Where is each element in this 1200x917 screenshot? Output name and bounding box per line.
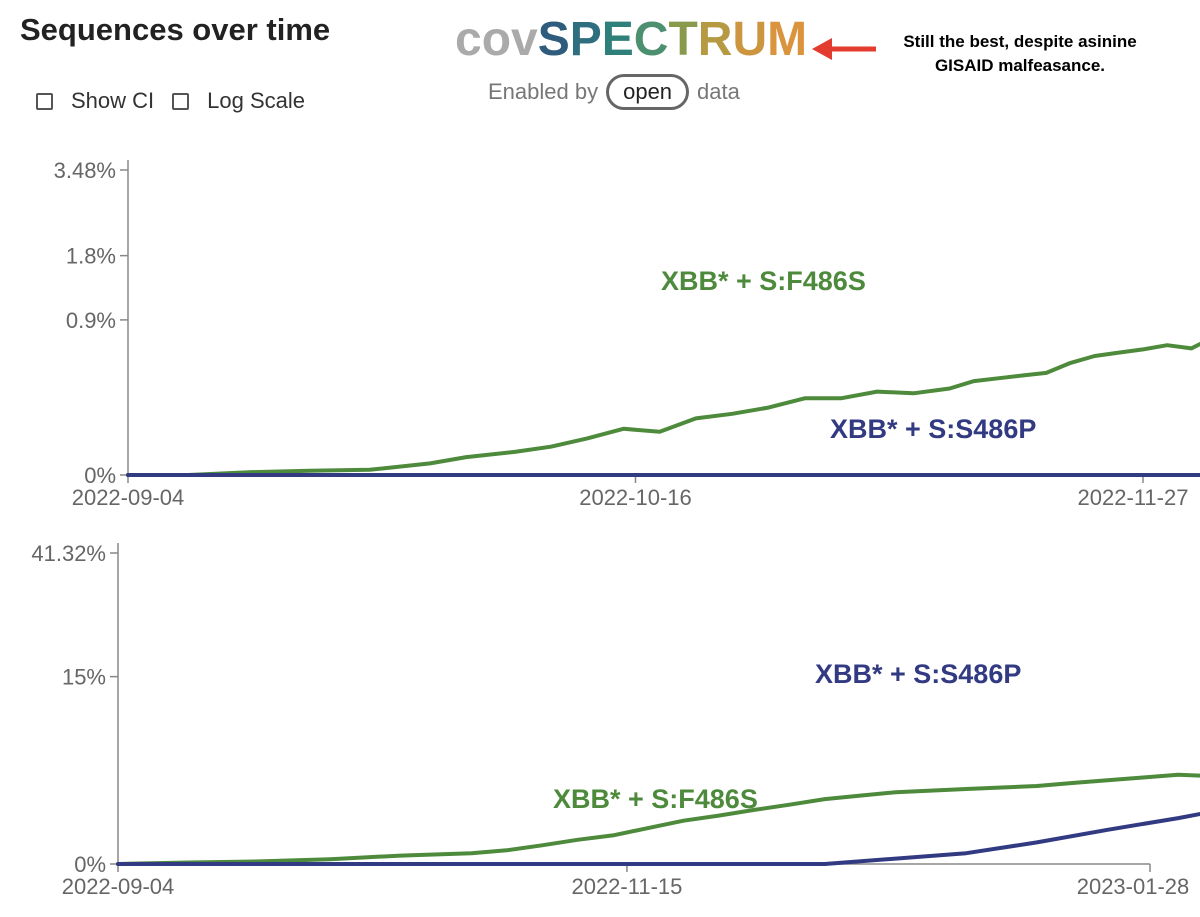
log-scale-checkbox[interactable]: Log Scale bbox=[172, 88, 305, 114]
red-arrow-icon bbox=[812, 38, 876, 60]
log-scale-label: Log Scale bbox=[207, 88, 306, 113]
y-tick-label: 15% bbox=[62, 665, 106, 690]
enabled-suffix: data bbox=[697, 79, 740, 104]
enabled-prefix: Enabled by bbox=[488, 79, 599, 104]
y-tick-label: 0% bbox=[74, 852, 106, 877]
logo-letter: M bbox=[767, 13, 808, 66]
annotation-line-1: Still the best, despite asinine bbox=[903, 32, 1137, 51]
series-line bbox=[126, 473, 1200, 477]
series-label: XBB* + S:S486P bbox=[830, 414, 1036, 444]
logo-letter: U bbox=[732, 13, 768, 66]
covspectrum-logo: covSPECTRUM bbox=[455, 14, 807, 66]
x-tick-label: 2022-11-15 bbox=[571, 874, 682, 899]
logo-letter: c bbox=[455, 13, 482, 66]
chart-bottom: 0% 15% 41.32% 2022-09-04 2022-11-15 2023-01-2… bbox=[31, 541, 1200, 899]
enabled-by-open-data: Enabled by open data bbox=[488, 74, 740, 110]
x-tick-label: 2022-09-04 bbox=[62, 874, 175, 899]
logo-letter: E bbox=[601, 13, 634, 66]
logo-letter: T bbox=[668, 13, 698, 66]
series-line bbox=[116, 811, 1200, 866]
series-label: XBB* + S:F486S bbox=[553, 784, 758, 814]
logo-letter: C bbox=[633, 13, 669, 66]
series-label: XBB* + S:F486S bbox=[661, 266, 866, 296]
logo-letter: v bbox=[511, 13, 538, 66]
x-tick-label: 2022-11-27 bbox=[1078, 485, 1189, 510]
y-tick-label: 41.32% bbox=[31, 541, 106, 566]
logo-letter: o bbox=[481, 13, 512, 66]
logo-letter: P bbox=[569, 13, 602, 66]
show-ci-checkbox-box[interactable] bbox=[36, 92, 53, 110]
x-tick-label: 2023-01-28 bbox=[1077, 874, 1190, 899]
open-pill[interactable]: open bbox=[606, 74, 690, 110]
logo-letter: R bbox=[697, 13, 733, 66]
y-tick-label: 1.8% bbox=[66, 244, 116, 269]
logo-letter: S bbox=[537, 13, 570, 66]
y-tick-label: 0.9% bbox=[66, 308, 116, 333]
y-tick-label: 0% bbox=[84, 463, 116, 488]
annotation-note: Still the best, despite asinine GISAID m… bbox=[875, 30, 1165, 78]
show-ci-label: Show CI bbox=[71, 88, 155, 113]
chart-top: 0% 0.9% 1.8% 3.48% 2022-09-04 2022-10-16 2022-… bbox=[54, 158, 1200, 510]
annotation-line-2: GISAID malfeasance. bbox=[934, 56, 1106, 75]
show-ci-checkbox[interactable]: Show CI bbox=[36, 88, 154, 114]
x-tick-label: 2022-10-16 bbox=[579, 485, 692, 510]
chart-controls: Show CI Log Scale bbox=[36, 88, 323, 114]
page-title: Sequences over time bbox=[20, 12, 331, 47]
log-scale-checkbox-box[interactable] bbox=[172, 92, 190, 110]
series-line bbox=[126, 341, 1200, 477]
y-tick-label: 3.48% bbox=[54, 158, 116, 183]
series-line bbox=[116, 772, 1200, 866]
x-tick-label: 2022-09-04 bbox=[72, 485, 185, 510]
series-label: XBB* + S:S486P bbox=[815, 659, 1021, 689]
